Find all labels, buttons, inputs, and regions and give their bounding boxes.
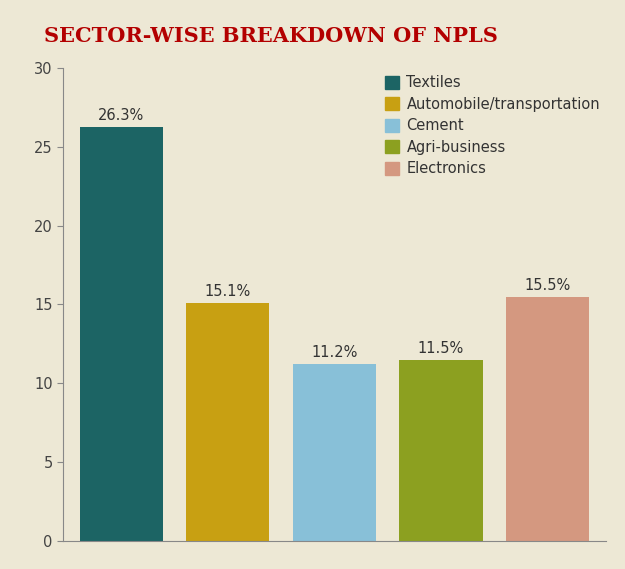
Text: 11.5%: 11.5% bbox=[418, 341, 464, 356]
Text: 15.5%: 15.5% bbox=[524, 278, 571, 292]
Text: 26.3%: 26.3% bbox=[98, 108, 144, 122]
Bar bbox=[186, 303, 269, 541]
Bar bbox=[399, 360, 482, 541]
Bar bbox=[292, 364, 376, 541]
Bar bbox=[506, 296, 589, 541]
Legend: Textiles, Automobile/transportation, Cement, Agri-business, Electronics: Textiles, Automobile/transportation, Cem… bbox=[380, 71, 604, 181]
Text: 15.1%: 15.1% bbox=[204, 284, 251, 299]
Text: 11.2%: 11.2% bbox=[311, 345, 358, 360]
Bar bbox=[79, 126, 162, 541]
Text: SECTOR-WISE BREAKDOWN OF NPLS: SECTOR-WISE BREAKDOWN OF NPLS bbox=[44, 26, 498, 46]
